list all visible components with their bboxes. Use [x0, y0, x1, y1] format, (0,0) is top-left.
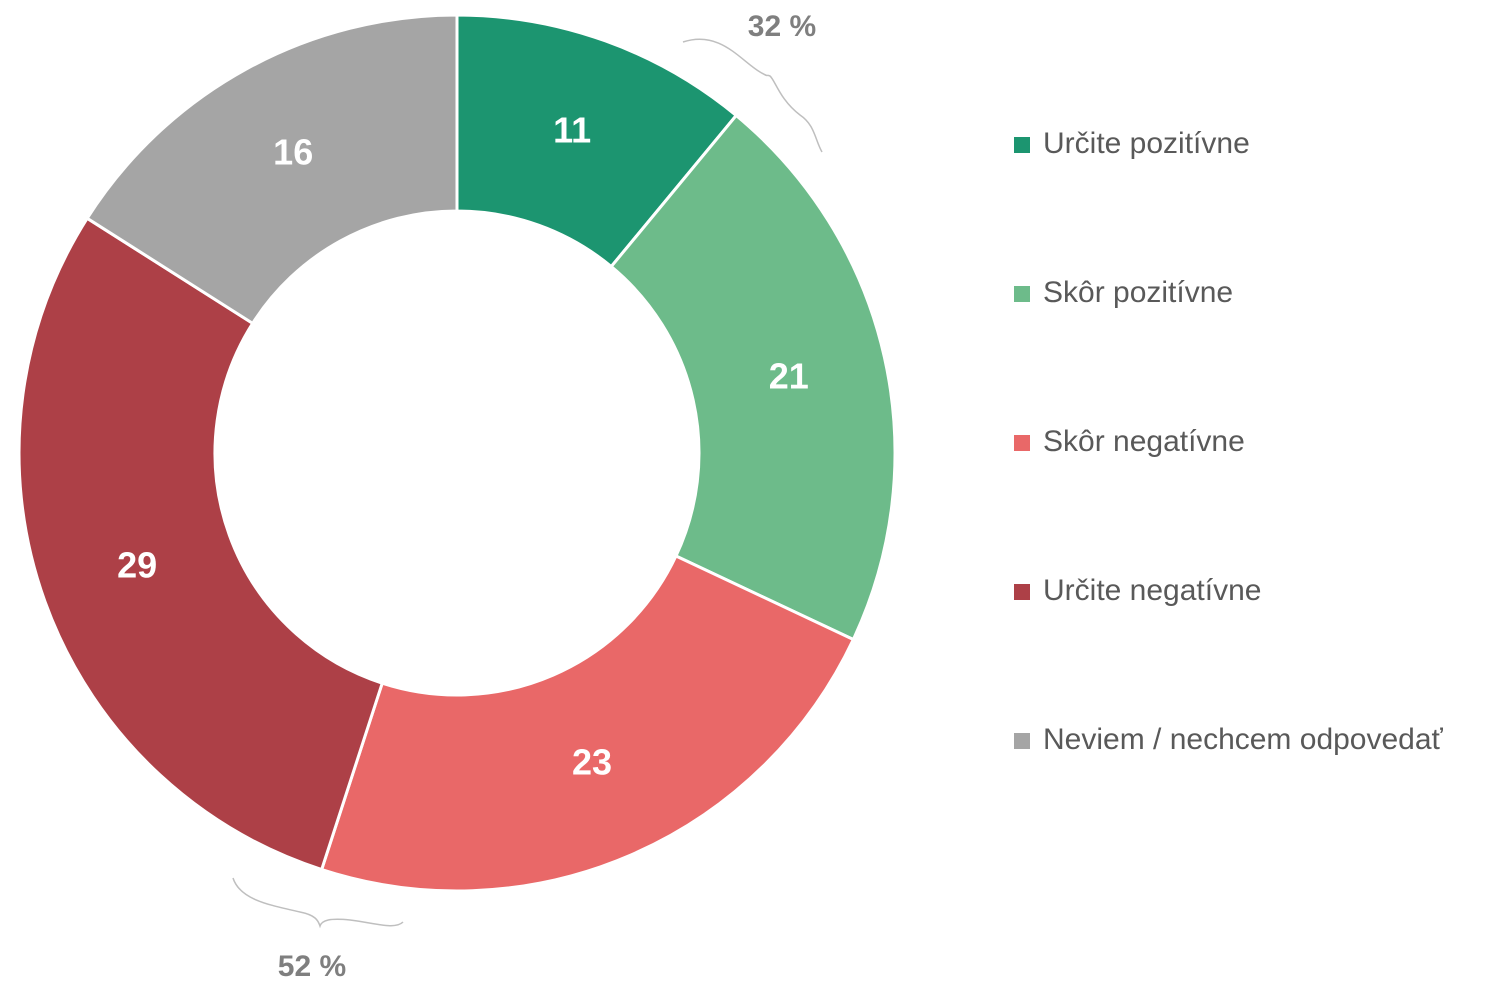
legend-label: Určite negatívne — [1043, 574, 1261, 607]
legend-swatch — [1014, 733, 1030, 749]
legend-swatch — [1014, 584, 1030, 600]
brace — [682, 38, 823, 153]
legend-swatch — [1014, 435, 1030, 451]
wedge — [609, 113, 897, 642]
data-label: 29 — [117, 545, 157, 586]
wedge — [85, 13, 459, 326]
legend-label: Skôr pozitívne — [1043, 276, 1233, 309]
legend-swatch — [1014, 137, 1030, 153]
data-label: 16 — [273, 132, 313, 173]
brace — [232, 877, 404, 929]
wedge — [319, 554, 856, 893]
annotation: 32 % — [748, 10, 816, 43]
legend-label: Neviem / nechcem odpovedať — [1043, 723, 1444, 756]
data-label: 11 — [553, 110, 591, 151]
data-label: 21 — [769, 355, 809, 396]
legend-label: Určite pozitívne — [1043, 127, 1250, 160]
annotation: 52 % — [278, 950, 346, 982]
wedge — [17, 216, 385, 872]
data-label: 23 — [572, 742, 612, 783]
legend-label: Skôr negatívne — [1043, 425, 1245, 458]
legend-swatch — [1014, 286, 1030, 302]
wedge — [455, 13, 739, 269]
